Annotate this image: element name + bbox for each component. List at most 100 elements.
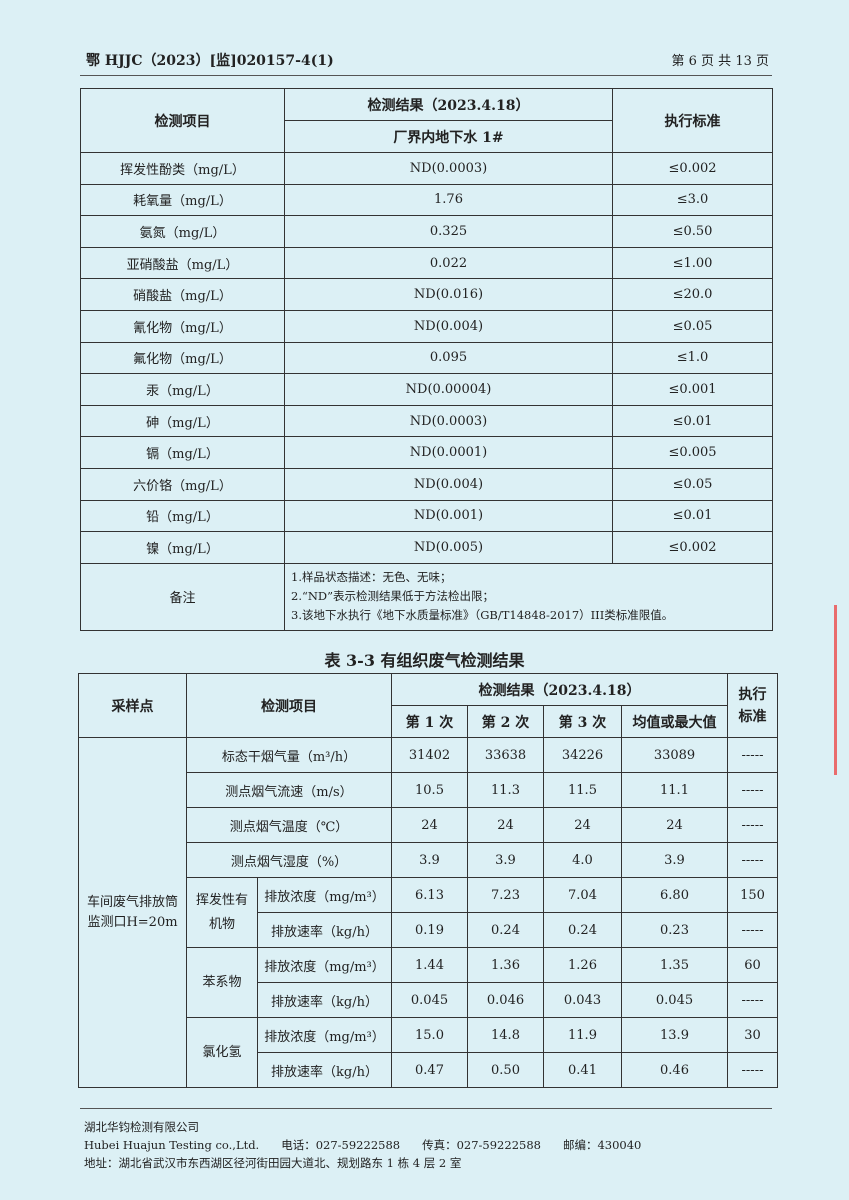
item-cell: 砷（mg/L） bbox=[80, 404, 285, 438]
standard-cell: ----- bbox=[727, 842, 778, 878]
groundwater-results-table: 检测项目 检测结果（2023.4.18） 执行标准 厂界内地下水 1# 挥发性酚类（… bbox=[80, 88, 773, 631]
standard-cell: 60 bbox=[727, 947, 778, 983]
table-row: 氟化物（mg/L） 0.095 ≤1.0 bbox=[80, 341, 773, 375]
table-caption: 表 3-3 有组织废气检测结果 bbox=[324, 651, 525, 670]
standard-cell: ≤1.00 bbox=[612, 246, 773, 280]
value-cell: 1.36 bbox=[467, 947, 544, 983]
pollutant-cell: 苯系物 bbox=[186, 947, 258, 1018]
item-cell: 排放浓度（mg/m³） bbox=[257, 1017, 392, 1053]
table-row: 硝酸盐（mg/L） ND(0.016) ≤20.0 bbox=[80, 278, 773, 311]
item-cell: 排放速率（kg/h） bbox=[257, 1052, 392, 1088]
exhaust-gas-results-table: 采样点 检测项目 检测结果（2023.4.18） 执行标准 第 1 次第 2 次第 3… bbox=[78, 673, 778, 1088]
item-cell: 硝酸盐（mg/L） bbox=[80, 278, 285, 311]
value-cell: 7.04 bbox=[543, 877, 622, 913]
value-cell: 13.9 bbox=[621, 1017, 728, 1053]
seal-stamp bbox=[834, 605, 849, 775]
standard-cell: ≤0.002 bbox=[612, 152, 773, 185]
standard-cell: ----- bbox=[727, 772, 778, 808]
value-cell: 4.0 bbox=[543, 842, 622, 878]
table-row: 铅（mg/L） ND(0.001) ≤0.01 bbox=[80, 499, 773, 533]
postcode: 邮编：430040 bbox=[562, 1138, 642, 1152]
col-result: 检测结果（2023.4.18） bbox=[391, 673, 728, 706]
table-row: 车间废气排放筒监测口H=20m 标态干烟气量（m³/h） 31402 33638 342… bbox=[78, 737, 778, 1088]
standard-cell: ≤0.01 bbox=[612, 404, 773, 438]
table-row: 排放速率（kg/h） 0.47 0.50 0.41 0.46 ----- bbox=[79, 1052, 778, 1088]
value-cell: 3.9 bbox=[621, 842, 728, 878]
item-cell: 测点烟气温度（℃） bbox=[186, 807, 392, 843]
result-cell: ND(0.001) bbox=[284, 499, 613, 533]
fax: 传真：027-59222588 bbox=[422, 1138, 541, 1152]
value-cell: 0.23 bbox=[621, 912, 728, 948]
standard-cell: ----- bbox=[727, 737, 778, 773]
item-cell: 亚硝酸盐（mg/L） bbox=[80, 246, 285, 280]
note-line: 3.该地下水执行《地下水质量标准》（GB/T14848-2017）III类标准限… bbox=[291, 608, 674, 623]
pollutant-cell: 氯化氢 bbox=[186, 1017, 258, 1088]
result-cell: ND(0.00004) bbox=[284, 373, 613, 406]
footer: 湖北华钧检测有限公司 Hubei Huajun Testing co.,Ltd.… bbox=[84, 1118, 641, 1172]
header-divider bbox=[80, 75, 772, 76]
result-cell: 0.325 bbox=[284, 215, 613, 248]
value-cell: 0.41 bbox=[543, 1052, 622, 1088]
item-cell: 排放浓度（mg/m³） bbox=[257, 947, 392, 983]
standard-cell: 30 bbox=[727, 1017, 778, 1053]
table-row: 汞（mg/L） ND(0.00004) ≤0.001 bbox=[80, 373, 773, 406]
result-cell: ND(0.0003) bbox=[284, 152, 613, 185]
value-cell: 24 bbox=[467, 807, 544, 843]
value-cell: 0.19 bbox=[391, 912, 468, 948]
value-cell: 24 bbox=[621, 807, 728, 843]
item-cell: 汞（mg/L） bbox=[80, 373, 285, 406]
item-cell: 测点烟气湿度（%） bbox=[186, 842, 392, 878]
value-cell: 0.47 bbox=[391, 1052, 468, 1088]
col-item: 检测项目 bbox=[80, 88, 285, 153]
result-cell: ND(0.004) bbox=[284, 467, 613, 501]
value-cell: 6.13 bbox=[391, 877, 468, 913]
value-cell: 11.1 bbox=[621, 772, 728, 808]
standard-cell: ≤0.005 bbox=[612, 436, 773, 469]
value-cell: 0.043 bbox=[543, 982, 622, 1018]
table-row: 挥发性酚类（mg/L） ND(0.0003) ≤0.002 bbox=[80, 152, 773, 185]
item-cell: 氟化物（mg/L） bbox=[80, 341, 285, 375]
value-cell: 0.24 bbox=[543, 912, 622, 948]
table-row: 镉（mg/L） ND(0.0001) ≤0.005 bbox=[80, 436, 773, 469]
col-mean-max: 均值或最大值 bbox=[621, 705, 728, 738]
col-run-2: 第 2 次 bbox=[467, 705, 544, 738]
item-cell: 六价铬（mg/L） bbox=[80, 467, 285, 501]
col-standard: 执行标准 bbox=[727, 673, 778, 738]
value-cell: 1.35 bbox=[621, 947, 728, 983]
site-cell: 车间废气排放筒监测口H=20m bbox=[78, 737, 187, 1088]
report-number: 鄂 HJJC（2023）[监]020157-4(1) bbox=[86, 53, 334, 69]
item-cell: 排放速率（kg/h） bbox=[257, 912, 392, 948]
address: 地址：湖北省武汉市东西湖区径河街田园大道北、规划路东 1 栋 4 层 2 室 bbox=[84, 1156, 462, 1170]
value-cell: 0.24 bbox=[467, 912, 544, 948]
value-cell: 0.50 bbox=[467, 1052, 544, 1088]
table-row: 测点烟气温度（℃） 24 24 24 24 ----- bbox=[79, 807, 778, 843]
footer-divider bbox=[80, 1108, 772, 1109]
result-cell: ND(0.004) bbox=[284, 309, 613, 343]
value-cell: 3.9 bbox=[467, 842, 544, 878]
table-row: 氯化氢 排放浓度（mg/m³） 15.0 14.8 11.9 13.9 30 bbox=[79, 1017, 778, 1088]
value-cell: 10.5 bbox=[391, 772, 468, 808]
standard-cell: ≤0.002 bbox=[612, 531, 773, 564]
item-cell: 排放速率（kg/h） bbox=[257, 982, 392, 1018]
item-cell: 氨氮（mg/L） bbox=[80, 215, 285, 248]
note-line: 2.“ND”表示检测结果低于方法检出限； bbox=[291, 589, 495, 604]
standard-cell: 150 bbox=[727, 877, 778, 913]
phone: 电话：027-59222588 bbox=[281, 1138, 401, 1152]
table-row: 挥发性有机物 排放浓度（mg/m³） 6.13 7.23 7.04 6.80 150 bbox=[79, 877, 778, 948]
notes-cell: 1.样品状态描述：无色、无味； 2.“ND”表示检测结果低于方法检出限； 3.该地下… bbox=[284, 562, 773, 631]
table-row: 氨氮（mg/L） 0.325 ≤0.50 bbox=[80, 215, 773, 248]
col-item: 检测项目 bbox=[186, 673, 392, 738]
col-run-1: 第 1 次 bbox=[391, 705, 468, 738]
table-row: 测点烟气湿度（%） 3.9 3.9 4.0 3.9 ----- bbox=[79, 842, 778, 878]
value-cell: 0.045 bbox=[621, 982, 728, 1018]
table-row: 测点烟气流速（m/s） 10.5 11.3 11.5 11.1 ----- bbox=[79, 772, 778, 808]
table-row: 亚硝酸盐（mg/L） 0.022 ≤1.00 bbox=[80, 246, 773, 280]
value-cell: 11.5 bbox=[543, 772, 622, 808]
value-cell: 3.9 bbox=[391, 842, 468, 878]
standard-cell: ----- bbox=[727, 912, 778, 948]
value-cell: 31402 bbox=[391, 737, 468, 773]
table-row: 排放速率（kg/h） 0.19 0.24 0.24 0.23 ----- bbox=[79, 912, 778, 948]
result-cell: ND(0.016) bbox=[284, 278, 613, 311]
result-cell: 0.095 bbox=[284, 341, 613, 375]
col-standard: 执行标准 bbox=[612, 88, 773, 153]
